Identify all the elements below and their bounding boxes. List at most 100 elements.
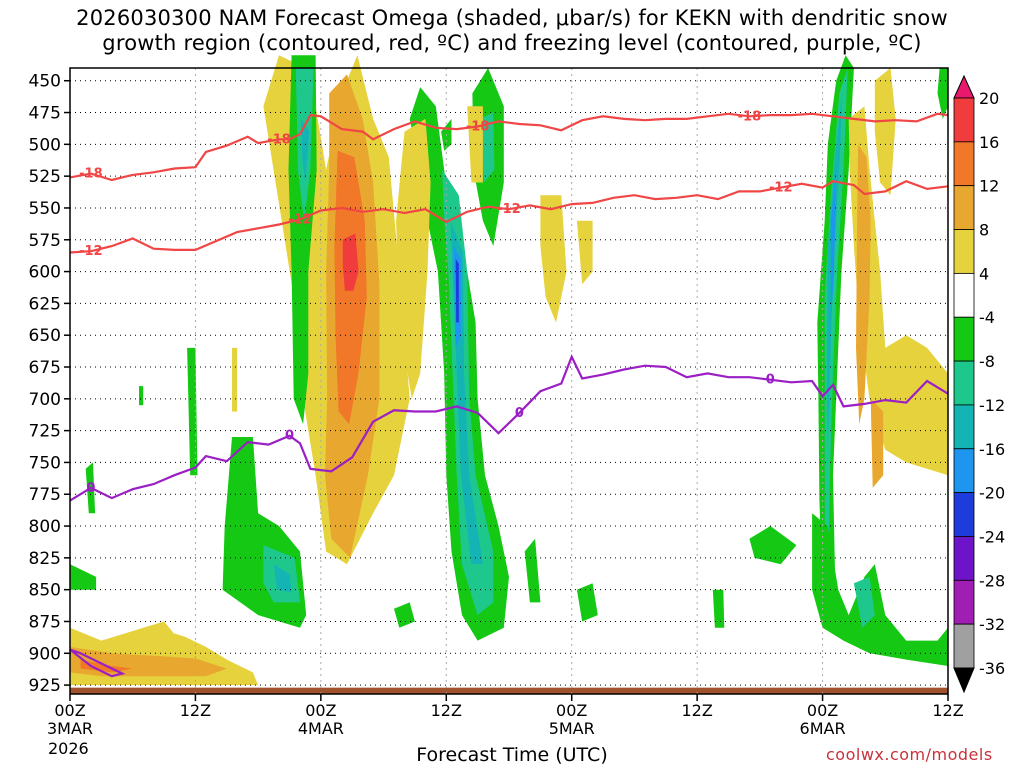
y-tick-label: 800 <box>29 517 61 537</box>
contour-label: -18 <box>79 167 103 182</box>
colorbar-segment <box>953 272 975 318</box>
omega-shaded-region <box>143 621 175 641</box>
colorbar-label: -12 <box>979 396 1005 415</box>
contour-label: -12 <box>769 181 793 196</box>
y-tick-label: 900 <box>29 644 61 664</box>
omega-shaded-region <box>712 589 725 628</box>
colorbar-label: -16 <box>979 440 1005 459</box>
x-date-label: 3MAR <box>47 719 93 738</box>
y-tick-label: 700 <box>29 390 61 410</box>
omega-shaded-region <box>856 144 871 425</box>
y-tick-label: 825 <box>29 549 61 569</box>
omega-shaded-region <box>848 106 948 476</box>
plot-frame <box>69 67 949 695</box>
omega-shaded-region <box>749 526 797 565</box>
colorbar-segment <box>953 360 975 406</box>
omega-shaded-region <box>396 118 431 399</box>
omega-shaded-region <box>524 538 541 603</box>
colorbar-segment <box>953 536 975 581</box>
y-tick-label: 475 <box>29 104 61 124</box>
terrain-strip <box>70 687 948 694</box>
colorbar-segment <box>953 448 975 494</box>
grid-layer <box>70 68 948 694</box>
colorbar-segment <box>953 185 975 230</box>
contour-label: -12 <box>497 202 521 217</box>
y-tick-label: 850 <box>29 581 61 601</box>
contour-label: -12 <box>79 244 103 259</box>
dgz-contour <box>69 180 949 254</box>
omega-shaded-region <box>70 564 97 590</box>
y-tick-label: 450 <box>29 72 61 92</box>
colorbar-label: 4 <box>979 264 989 283</box>
y-tick-label: 550 <box>29 199 61 219</box>
y-tick-label: 925 <box>29 676 61 696</box>
omega-shaded-region <box>576 220 593 285</box>
x-tick-label: 12Z <box>932 701 963 720</box>
colorbar-label: -4 <box>979 308 995 327</box>
colorbar-label: -24 <box>979 527 1005 546</box>
omega-shaded-region <box>187 347 198 476</box>
x-tick-label: 00Z <box>305 701 336 720</box>
y-tick-label: 875 <box>29 612 61 632</box>
colorbar: 20 16 12 8 4 -4 -8 -12 -16 -20 -24 -28 -32 -36 <box>953 74 1005 694</box>
colorbar-segment <box>953 404 975 450</box>
contour-label: 0 <box>515 406 524 421</box>
x-date-label: 5MAR <box>549 719 595 738</box>
axes-layer: 450 475 500 525 550 575 600 625 650 675 700 725 750 7… <box>29 67 964 738</box>
colorbar-segment <box>953 316 975 362</box>
title-line-1: 2026030300 NAM Forecast Omega (shaded, μ… <box>76 6 948 30</box>
x-tick-label: 12Z <box>180 701 211 720</box>
x-tick-label: 00Z <box>54 701 85 720</box>
x-tick-label: 00Z <box>556 701 587 720</box>
omega-shaded-region <box>455 258 459 323</box>
x-tick-label: 00Z <box>807 701 838 720</box>
y-tick-label: 600 <box>29 263 61 283</box>
y-tick-label: 525 <box>29 167 61 187</box>
contour-label: 0 <box>766 373 775 388</box>
omega-shaded-region <box>870 398 884 488</box>
colorbar-label: 20 <box>979 89 999 108</box>
omega-shaded-region <box>830 169 837 323</box>
colorbar-bottom-arrow <box>953 667 975 694</box>
y-tick-label: 625 <box>29 294 61 314</box>
colorbar-segment <box>953 141 975 187</box>
omega-shaded-region <box>342 233 359 291</box>
omega-shaded-region <box>232 347 238 412</box>
colorbar-label: -36 <box>979 659 1005 678</box>
contour-label: -18 <box>466 120 490 135</box>
omega-shaded-region <box>394 602 415 628</box>
omega-shaded-region <box>576 583 598 622</box>
dgz-contour <box>69 112 949 182</box>
colorbar-label: -8 <box>979 352 995 371</box>
colorbar-label: -20 <box>979 484 1005 503</box>
omega-shaded-region <box>479 112 495 183</box>
colorbar-label: -28 <box>979 571 1005 590</box>
omega-shaded-region <box>139 386 144 406</box>
contour-label: 0 <box>285 429 294 444</box>
contour-label: 0 <box>86 481 95 496</box>
x-date-label: 6MAR <box>800 719 846 738</box>
y-tick-label: 500 <box>29 135 61 155</box>
x-tick-label: 12Z <box>431 701 462 720</box>
colorbar-segment <box>953 492 975 537</box>
colorbar-label: 16 <box>979 133 999 152</box>
colorbar-label: -32 <box>979 615 1005 634</box>
omega-shaded-region <box>540 195 567 323</box>
y-tick-label: 725 <box>29 422 61 442</box>
title-line-2: growth region (contoured, red, ºC) and f… <box>102 31 922 55</box>
colorbar-segment <box>953 229 975 274</box>
credit-link[interactable]: coolwx.com/models <box>826 745 993 764</box>
contour-layer: -18 -18 -18 -18 -12 -12 -12 -12 0 0 0 0 <box>69 109 949 678</box>
chart-title: 2026030300 NAM Forecast Omega (shaded, μ… <box>0 6 1024 56</box>
colorbar-segment <box>953 623 975 669</box>
colorbar-label: 8 <box>979 221 989 240</box>
freezing-level-contour <box>69 354 949 502</box>
contour-label: -18 <box>738 109 762 124</box>
y-tick-label: 650 <box>29 326 61 346</box>
contour-label: -12 <box>288 212 312 227</box>
colorbar-top-arrow <box>953 74 975 99</box>
x-date-label: 4MAR <box>298 719 344 738</box>
x-axis-title: Forecast Time (UTC) <box>416 744 608 766</box>
y-tick-label: 750 <box>29 453 61 473</box>
y-tick-label: 575 <box>29 231 61 251</box>
